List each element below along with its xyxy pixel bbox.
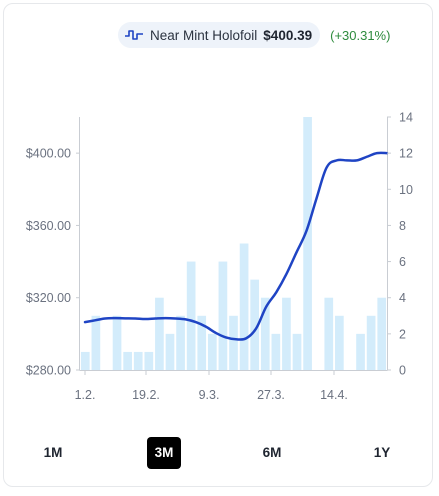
volume-bar [260, 297, 270, 370]
left-axis-tick-label: $360.00 [26, 219, 71, 233]
range-button-1y[interactable]: 1Y [373, 445, 391, 460]
x-axis-tick-label: 1.2. [75, 388, 96, 402]
volume-bar [271, 333, 281, 370]
volume-bar [91, 315, 101, 370]
volume-bar [155, 297, 164, 370]
right-axis-tick-label: 12 [399, 147, 413, 161]
volume-bar [335, 315, 344, 370]
volume-bar [366, 315, 376, 370]
volume-bar [303, 117, 312, 370]
range-selector: 1M 3M 6M 1Y [0, 437, 439, 469]
volume-bars [80, 117, 387, 370]
volume-bar [356, 333, 365, 370]
volume-bar [239, 243, 249, 370]
volume-bar [112, 315, 122, 370]
volume-bar [324, 297, 334, 370]
volume-bar [218, 261, 228, 370]
volume-bar [144, 351, 154, 370]
legend-series-price: $400.39 [263, 27, 313, 43]
right-axis-tick-label: 0 [399, 364, 406, 378]
volume-bar [377, 297, 387, 370]
volume-bar [250, 279, 260, 370]
volume-bar [229, 315, 238, 370]
x-axis-tick-label: 19.2. [132, 388, 160, 402]
right-axis-tick-label: 8 [399, 219, 406, 233]
left-axis-tick-label: $320.00 [26, 291, 71, 305]
chart-axes [79, 117, 388, 371]
volume-bar [207, 333, 217, 370]
volume-bar [123, 351, 132, 370]
left-axis-tick-label: $400.00 [26, 147, 71, 161]
price-line [83, 151, 389, 341]
right-axis-tick-label: 6 [399, 255, 406, 269]
volume-bar [80, 351, 90, 370]
volume-bar [186, 261, 196, 370]
x-axis-tick-label: 14.4. [320, 388, 348, 402]
volume-bar [133, 351, 143, 370]
volume-bar [292, 333, 302, 370]
right-axis-tick-label: 4 [399, 291, 406, 305]
legend-price-change: (+30.31%) [330, 27, 391, 43]
range-button-3m[interactable]: 3M [147, 437, 181, 469]
volume-bar [282, 297, 291, 370]
right-axis-tick-label: 14 [399, 111, 413, 125]
legend-series-chip[interactable]: Near Mint Holofoil $400.39 [118, 22, 321, 48]
volume-bar [165, 333, 175, 370]
left-axis-tick-label: $280.00 [26, 364, 71, 378]
range-button-1m[interactable]: 1M [43, 445, 63, 460]
right-axis-tick-label: 2 [399, 327, 406, 341]
axis-labels: $280.00 $320.00 $360.00 $400.00 0 2 4 6 8 10 12 14 1… [26, 111, 413, 403]
legend-series-name: Near Mint Holofoil [150, 27, 258, 43]
price-history-card [3, 3, 433, 487]
x-axis-tick-label: 27.3. [257, 388, 285, 402]
right-axis-tick-label: 10 [399, 183, 413, 197]
volume-bar [176, 315, 185, 370]
volume-bar [197, 315, 207, 370]
x-axis-tick-label: 9.3. [199, 388, 220, 402]
stock-chart-icon [125, 30, 143, 40]
chart-legend: Near Mint Holofoil $400.39 (+30.31%) [118, 22, 390, 48]
range-button-6m[interactable]: 6M [262, 445, 282, 460]
